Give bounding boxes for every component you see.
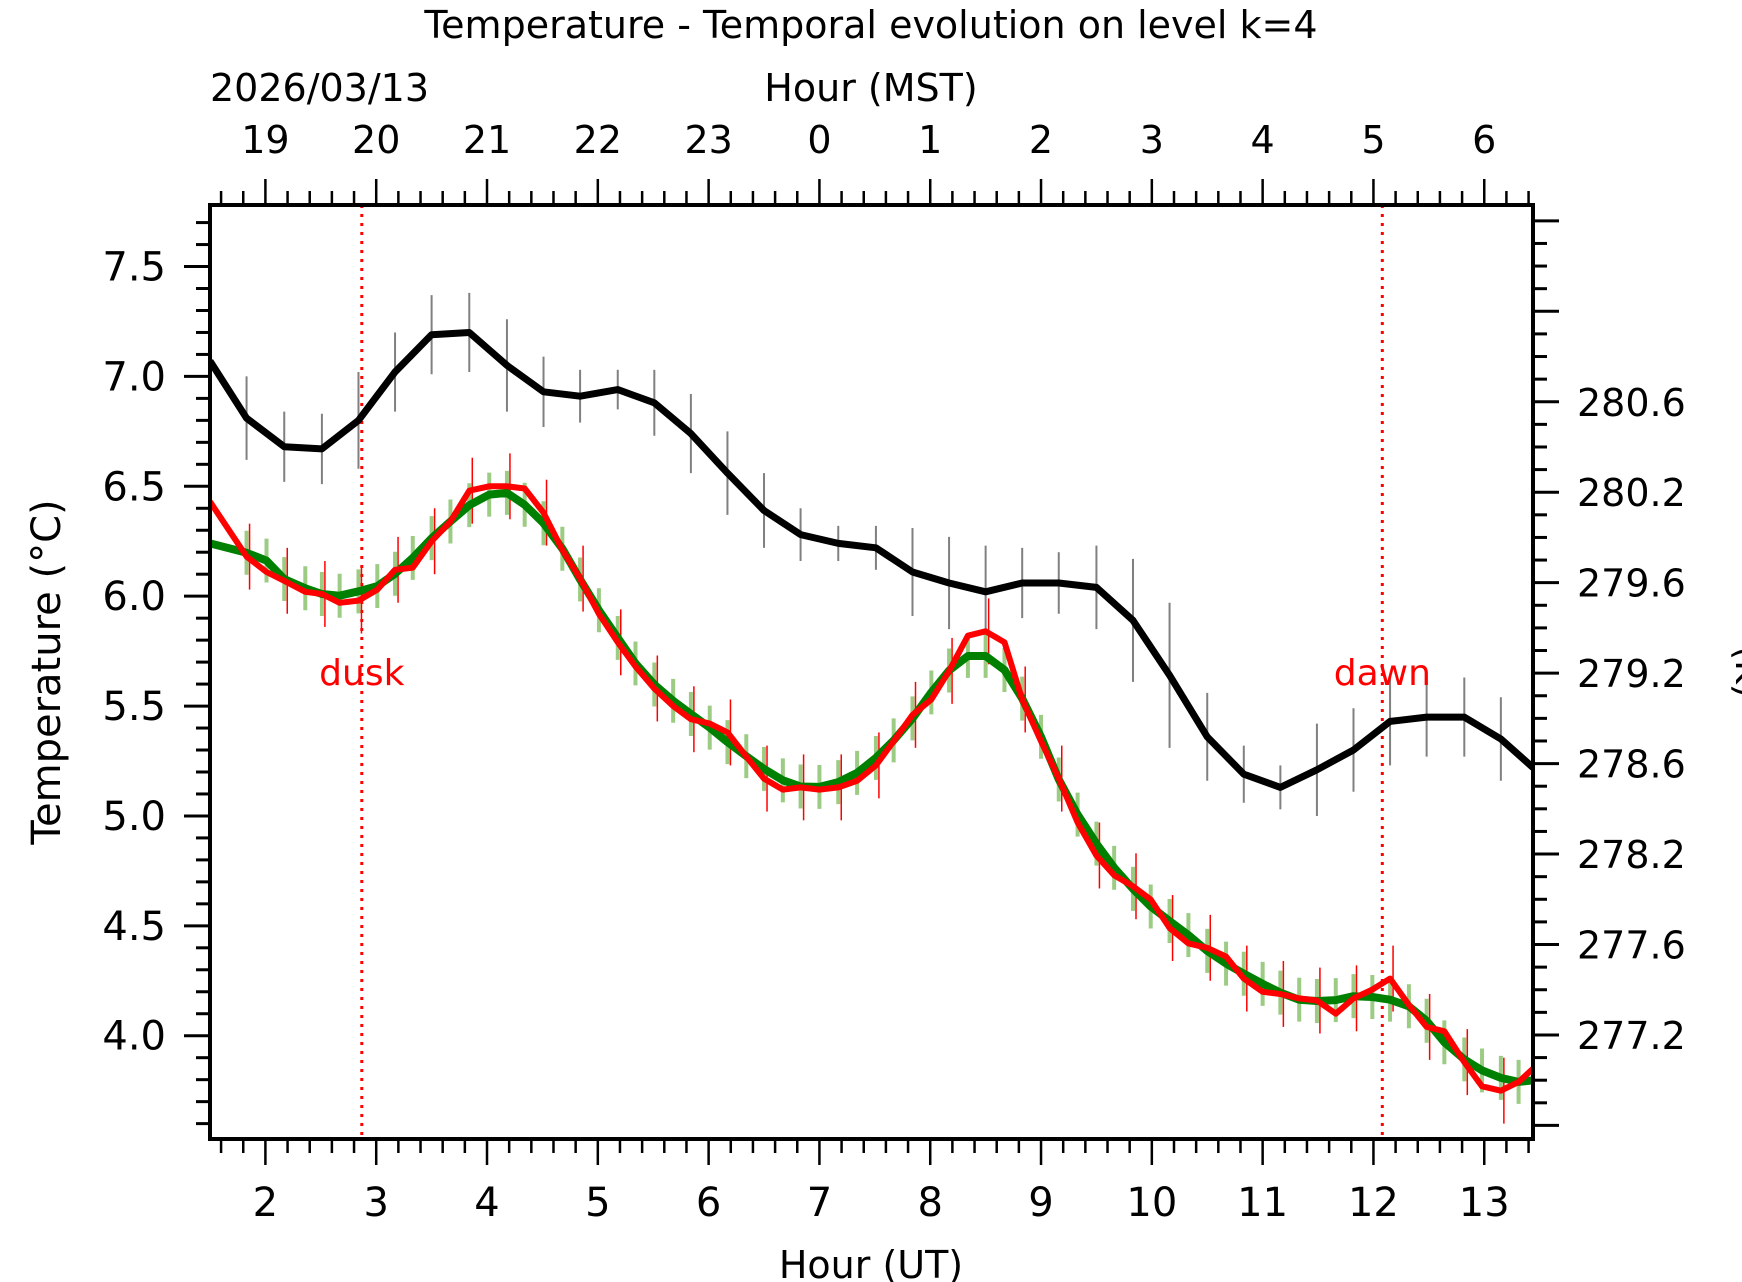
y2-axis-label: (K) (1727, 646, 1742, 698)
x2-tick-label: 2 (1029, 118, 1053, 162)
x-tick-label: 12 (1348, 1180, 1399, 1226)
date-label: 2026/03/13 (210, 66, 429, 110)
x-tick-label: 4 (474, 1180, 499, 1226)
x2-tick-label: 5 (1361, 118, 1385, 162)
y2-tick-label: 278.2 (1577, 833, 1686, 877)
y2-tick-label: 279.6 (1577, 562, 1686, 606)
plot-area (210, 205, 1533, 1139)
top-axis-label: Hour (MST) (764, 66, 977, 110)
x2-tick-label: 21 (463, 118, 511, 162)
x-tick-label: 5 (585, 1180, 610, 1226)
y-tick-label: 5.0 (102, 794, 166, 840)
y2-tick-label: 279.2 (1577, 652, 1686, 696)
y2-tick-label: 277.2 (1577, 1014, 1686, 1058)
plot-frame (208, 203, 1535, 1141)
y2-tick-label: 280.6 (1577, 381, 1686, 425)
x2-tick-label: 22 (574, 118, 622, 162)
y2-tick-label: 277.6 (1577, 924, 1686, 968)
x-tick-label: 6 (696, 1180, 721, 1226)
x-tick-label: 3 (363, 1180, 388, 1226)
y2-tick-label: 280.2 (1577, 471, 1686, 515)
annotation-label-dusk: dusk (319, 653, 404, 694)
y-tick-label: 7.5 (102, 245, 166, 291)
x-tick-label: 9 (1028, 1180, 1053, 1226)
x2-tick-label: 19 (241, 118, 289, 162)
x2-tick-label: 20 (352, 118, 400, 162)
model-line (210, 329, 1533, 791)
x2-tick-label: 0 (807, 118, 831, 162)
x2-tick-label: 3 (1140, 118, 1164, 162)
bottom-axis-label: Hour (UT) (779, 1243, 963, 1282)
y-tick-label: 5.5 (102, 684, 166, 730)
x2-tick-label: 6 (1472, 118, 1496, 162)
x-tick-label: 10 (1126, 1180, 1177, 1226)
y2-tick-label: 278.6 (1577, 743, 1686, 787)
x-tick-label: 2 (253, 1180, 278, 1226)
y-axis-label: Temperature (°C) (24, 499, 70, 845)
x-tick-label: 8 (917, 1180, 942, 1226)
x2-tick-label: 1 (918, 118, 942, 162)
y-tick-label: 4.5 (102, 904, 166, 950)
y-tick-label: 7.0 (102, 354, 166, 400)
x-tick-label: 7 (807, 1180, 832, 1226)
y-tick-label: 4.0 (102, 1014, 166, 1060)
x2-tick-label: 23 (684, 118, 732, 162)
y-tick-label: 6.5 (102, 464, 166, 510)
x2-tick-label: 4 (1251, 118, 1275, 162)
annotation-label-dawn: dawn (1334, 653, 1431, 694)
x-tick-label: 11 (1237, 1180, 1288, 1226)
chart-title: Temperature - Temporal evolution on leve… (423, 3, 1317, 47)
y-tick-label: 6.0 (102, 574, 166, 620)
x-tick-label: 13 (1459, 1180, 1510, 1226)
observation-line (210, 483, 1533, 1094)
